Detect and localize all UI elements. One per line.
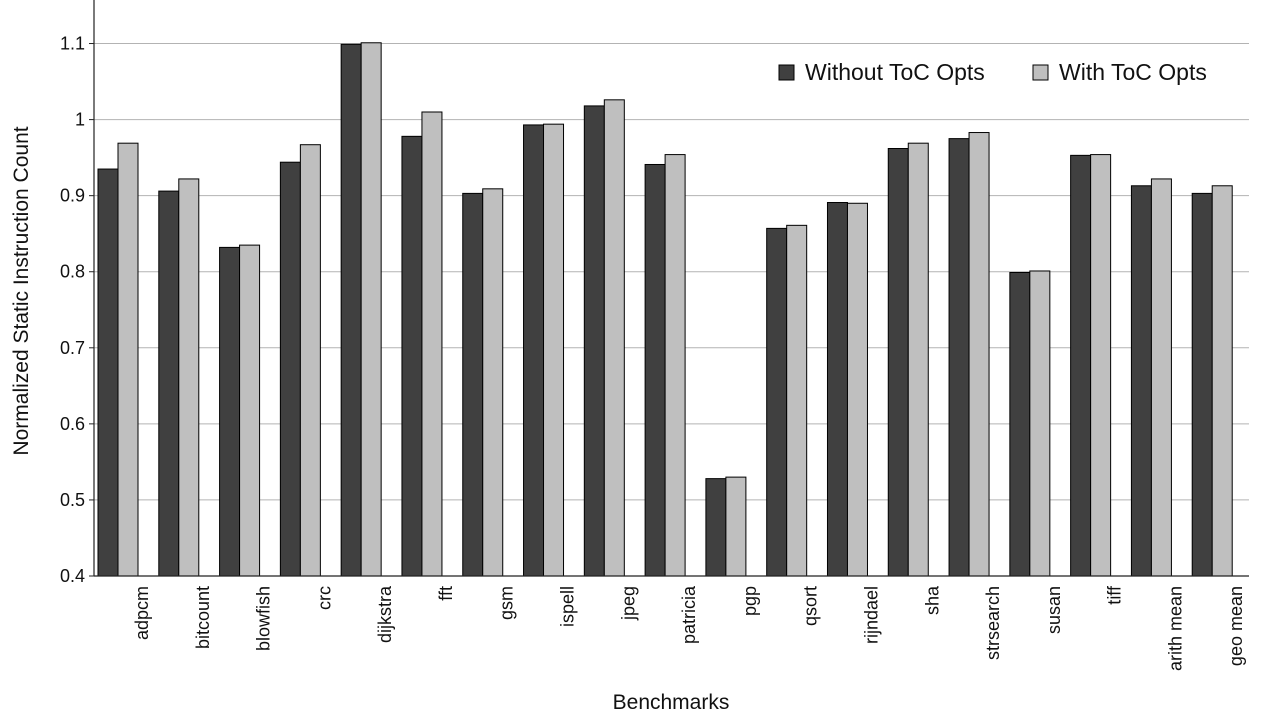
bar-with-toc: [968, 132, 990, 577]
bar-with-toc: [117, 142, 139, 577]
bar-without-toc: [826, 202, 848, 577]
bar-with-toc: [664, 154, 686, 577]
x-tick-label: qsort: [801, 586, 821, 626]
bar-with-toc: [299, 144, 321, 577]
x-tick-label: strsearch: [983, 586, 1003, 660]
bar-with-toc: [603, 99, 625, 577]
x-tick-label: jpeg: [618, 586, 638, 621]
bar-with-toc: [907, 142, 929, 577]
bars: [97, 42, 1233, 577]
bar-without-toc: [523, 124, 545, 577]
bar-with-toc: [1029, 270, 1051, 577]
legend: Without ToC Opts With ToC Opts: [778, 59, 1207, 85]
axes: 0.4 0.5 0.6 0.7 0.8 0.9 1 1.1 adpcm bitcount blowf…: [60, 0, 1249, 671]
x-tick-label: bitcount: [193, 586, 213, 649]
x-tick-label: tiff: [1105, 585, 1125, 605]
bar-with-toc: [1090, 154, 1112, 577]
bar-without-toc: [401, 135, 423, 577]
bar-without-toc: [1130, 185, 1152, 577]
legend-label-without-toc: Without ToC Opts: [805, 59, 985, 85]
y-tick-label: 1.1: [60, 34, 85, 54]
bar-without-toc: [340, 43, 362, 577]
bar-without-toc: [583, 105, 605, 577]
bar-with-toc: [846, 202, 868, 577]
x-tick-label: ispell: [558, 586, 578, 627]
bar-with-toc: [360, 42, 382, 577]
bar-with-toc: [543, 123, 565, 577]
x-tick-label: pgp: [740, 586, 760, 616]
x-tick-label: geo mean: [1226, 586, 1246, 666]
bar-without-toc: [97, 168, 119, 577]
x-tick-label: adpcm: [132, 586, 152, 640]
bar-without-toc: [1070, 154, 1092, 577]
x-tick-label: arith mean: [1165, 586, 1185, 671]
bar-without-toc: [887, 148, 909, 577]
x-tick-label: rijndael: [861, 586, 881, 644]
x-tick-label: patricia: [679, 585, 699, 644]
x-tick-label: crc: [314, 586, 334, 610]
bar-without-toc: [766, 227, 788, 577]
bar-without-toc: [219, 246, 241, 577]
bar-with-toc: [1150, 178, 1172, 577]
y-tick-label: 1: [75, 110, 85, 130]
x-axis-title: Benchmarks: [613, 691, 730, 714]
bar-with-toc: [178, 178, 200, 577]
x-tick-label: dijkstra: [375, 585, 395, 643]
y-tick-label: 0.7: [60, 338, 85, 358]
y-axis-title: Normalized Static Instruction Count: [10, 126, 33, 455]
bar-with-toc: [239, 244, 261, 577]
bar-with-toc: [1211, 185, 1233, 577]
x-tick-label: sha: [922, 585, 942, 615]
bar-without-toc: [1009, 271, 1031, 577]
legend-swatch-without-toc: [778, 64, 795, 81]
y-tick-label: 0.4: [60, 566, 85, 586]
bar-with-toc: [786, 224, 808, 577]
bar-without-toc: [1191, 192, 1213, 577]
x-tick-label: fft: [436, 586, 456, 601]
x-tick-label: susan: [1044, 586, 1064, 634]
bar-without-toc: [462, 192, 484, 577]
legend-label-with-toc: With ToC Opts: [1059, 59, 1207, 85]
x-tick-label: gsm: [497, 586, 517, 620]
bar-with-toc: [482, 188, 504, 577]
bar-without-toc: [644, 163, 666, 577]
bar-with-toc: [421, 111, 443, 577]
legend-swatch-with-toc: [1032, 64, 1049, 81]
y-tick-label: 0.6: [60, 414, 85, 434]
bar-without-toc: [948, 138, 970, 577]
bar-without-toc: [705, 478, 727, 577]
x-tick-label: blowfish: [254, 586, 274, 651]
y-tick-label: 0.5: [60, 490, 85, 510]
y-tick-label: 0.9: [60, 186, 85, 206]
y-tick-label: 0.8: [60, 262, 85, 282]
bar-with-toc: [725, 476, 747, 577]
bar-without-toc: [158, 190, 180, 577]
bar-without-toc: [279, 161, 301, 577]
